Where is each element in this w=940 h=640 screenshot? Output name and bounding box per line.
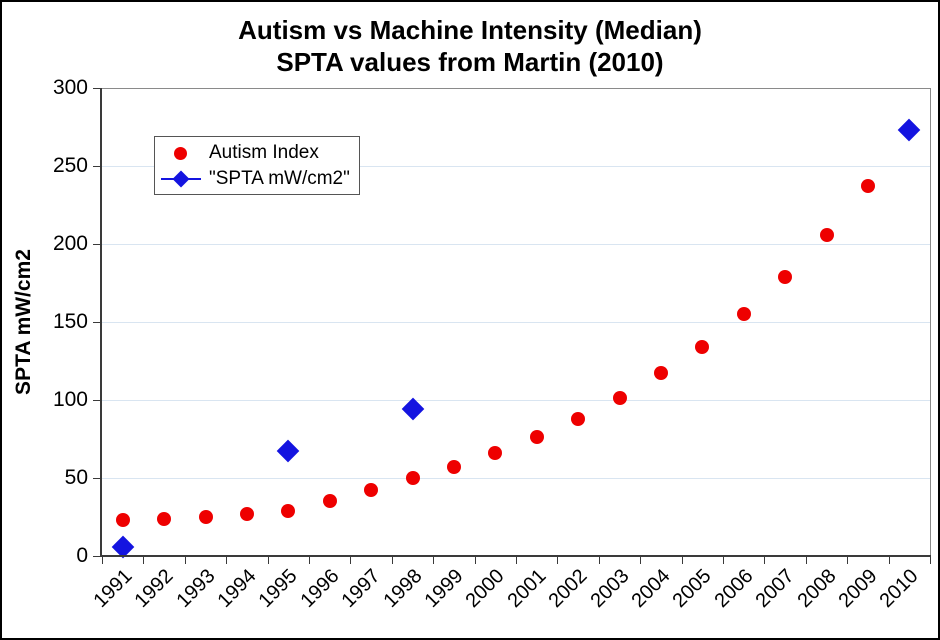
data-point-autism-index bbox=[612, 391, 627, 406]
x-axis-tick bbox=[888, 557, 890, 564]
data-point-autism-index bbox=[115, 513, 130, 528]
x-axis-tick bbox=[474, 557, 476, 564]
y-axis-tick-label: 300 bbox=[52, 76, 88, 99]
legend: Autism Index "SPTA mW/cm2" bbox=[154, 136, 360, 195]
data-point-spta-mw-cm2 bbox=[897, 118, 921, 142]
y-axis-line bbox=[100, 88, 102, 557]
y-axis-tick-label: 150 bbox=[52, 310, 88, 333]
data-point-autism-index bbox=[446, 460, 461, 475]
data-point-spta-mw-cm2 bbox=[276, 440, 300, 463]
y-axis-tick-label: 0 bbox=[76, 544, 88, 567]
plot-border-right bbox=[930, 88, 931, 556]
data-point-autism-index bbox=[819, 227, 834, 242]
gridline bbox=[102, 244, 930, 245]
x-axis-tick bbox=[516, 557, 517, 564]
gridline bbox=[102, 166, 930, 167]
x-axis-tick bbox=[184, 557, 186, 564]
legend-item-spta: "SPTA mW/cm2" bbox=[155, 166, 359, 192]
chart-title: Autism vs Machine Intensity (Median) SPT… bbox=[2, 14, 938, 78]
x-axis-tick bbox=[350, 557, 352, 564]
diamond-marker-icon bbox=[172, 170, 190, 188]
y-axis-tick-label: 100 bbox=[52, 388, 88, 411]
data-point-autism-index bbox=[157, 511, 172, 526]
data-point-autism-index bbox=[571, 411, 586, 426]
y-axis-tick bbox=[93, 478, 100, 479]
gridline bbox=[102, 400, 930, 401]
data-point-autism-index bbox=[364, 483, 379, 498]
data-point-autism-index bbox=[322, 494, 337, 509]
chart-title-line2: SPTA values from Martin (2010) bbox=[276, 47, 664, 77]
x-axis-tick bbox=[847, 557, 849, 564]
x-axis-tick bbox=[640, 557, 642, 564]
x-axis-tick bbox=[723, 557, 724, 564]
data-point-autism-index bbox=[653, 366, 668, 381]
data-point-autism-index bbox=[778, 269, 793, 284]
y-axis-tick bbox=[93, 400, 100, 401]
legend-label-spta: "SPTA mW/cm2" bbox=[209, 168, 350, 189]
x-axis-tick bbox=[764, 557, 766, 564]
x-axis-tick bbox=[681, 557, 683, 564]
x-axis-tick bbox=[557, 557, 559, 564]
legend-marker bbox=[159, 140, 203, 166]
y-axis-tick bbox=[93, 322, 100, 323]
y-axis-tick bbox=[93, 556, 100, 557]
data-point-autism-index bbox=[529, 430, 544, 445]
gridline bbox=[102, 478, 930, 479]
data-point-spta-mw-cm2 bbox=[401, 398, 424, 421]
data-point-autism-index bbox=[695, 339, 710, 354]
legend-marker bbox=[159, 166, 203, 192]
y-axis-tick bbox=[93, 166, 100, 167]
data-point-autism-index bbox=[281, 503, 296, 518]
data-point-autism-index bbox=[198, 510, 213, 524]
x-axis-tick bbox=[102, 557, 103, 564]
x-axis-tick bbox=[391, 557, 393, 564]
gridline bbox=[102, 322, 930, 323]
data-point-autism-index bbox=[239, 506, 254, 521]
y-axis-tick-label: 200 bbox=[52, 232, 88, 255]
x-axis-tick bbox=[598, 557, 600, 564]
data-point-autism-index bbox=[860, 179, 875, 194]
plot-border-top bbox=[102, 88, 931, 89]
y-axis-tick bbox=[93, 88, 100, 89]
x-axis-tick bbox=[267, 557, 269, 564]
x-axis-tick bbox=[226, 557, 228, 564]
y-axis-tick-label: 50 bbox=[64, 466, 88, 489]
data-point-autism-index bbox=[736, 307, 751, 322]
circle-marker-icon bbox=[174, 147, 187, 160]
x-axis-tick bbox=[805, 557, 807, 564]
x-axis-tick bbox=[143, 557, 145, 564]
plot-area bbox=[102, 88, 930, 558]
x-axis-tick bbox=[930, 557, 931, 564]
data-point-autism-index bbox=[488, 446, 503, 461]
x-axis-tick bbox=[433, 557, 435, 564]
legend-item-autism-index: Autism Index bbox=[155, 140, 359, 166]
x-axis-line bbox=[100, 555, 931, 557]
chart-title-line1: Autism vs Machine Intensity (Median) bbox=[238, 15, 702, 45]
y-axis-tick-label: 250 bbox=[52, 154, 88, 177]
data-point-autism-index bbox=[405, 471, 420, 485]
y-axis-tick bbox=[93, 244, 100, 245]
legend-label-autism-index: Autism Index bbox=[209, 142, 319, 163]
x-axis-tick bbox=[309, 557, 310, 564]
